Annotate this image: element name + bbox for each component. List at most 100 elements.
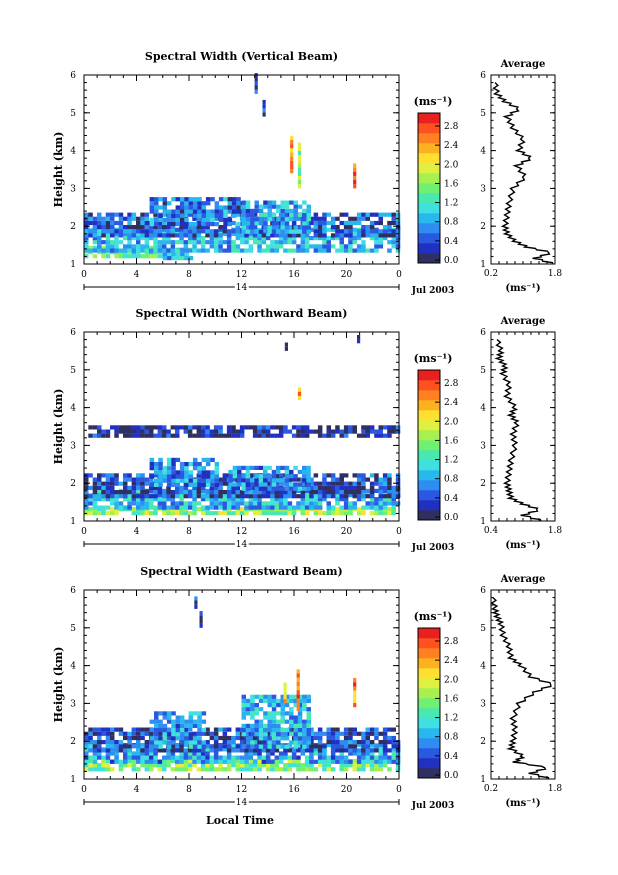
y-tick-label: 3 xyxy=(70,441,76,451)
average-title: Average xyxy=(500,316,546,327)
average-x-tick-label: 1.8 xyxy=(548,269,563,279)
average-panel: Average 1 2 3 4 5 6 0.4 1.8 (ms⁻¹) xyxy=(480,316,562,551)
y-tick-label: 2 xyxy=(70,222,76,232)
x-tick-label: 0 xyxy=(396,785,402,795)
colorbar-swatch xyxy=(418,748,440,759)
y-tick-label: 5 xyxy=(70,624,76,634)
x-tick-label: 16 xyxy=(288,785,300,795)
y-axis-label: Height (km) xyxy=(52,647,65,723)
x-tick-label: 16 xyxy=(288,527,300,537)
colorbar-swatch xyxy=(418,223,440,234)
average-x-tick-label: 1.8 xyxy=(548,526,563,536)
average-y-tick-label: 2 xyxy=(480,222,486,232)
colorbar-tick-label: 0.4 xyxy=(444,237,459,247)
colorbar-tick-label: 0.4 xyxy=(444,494,459,504)
y-tick-label: 4 xyxy=(70,662,76,672)
average-y-tick-label: 4 xyxy=(480,147,486,157)
colorbar-swatch xyxy=(418,370,440,381)
average-y-tick-label: 1 xyxy=(480,260,486,270)
day-label: 14 xyxy=(236,283,248,293)
colorbar-unit-label: (ms⁻¹) xyxy=(414,95,453,108)
x-tick-label: 12 xyxy=(236,270,247,280)
y-tick-label: 3 xyxy=(70,184,76,194)
day-label: 14 xyxy=(236,540,248,550)
average-frame xyxy=(490,74,556,265)
x-tick-label: 0 xyxy=(81,527,87,537)
colorbar-swatch xyxy=(418,648,440,659)
colorbar-tick-label: 1.6 xyxy=(444,694,459,704)
average-title: Average xyxy=(500,574,546,585)
colorbar-tick-label: 2.0 xyxy=(444,160,459,170)
y-tick-label: 6 xyxy=(70,71,76,81)
colorbar-swatch xyxy=(418,123,440,134)
average-x-tick-label: 0.4 xyxy=(484,526,499,536)
average-profile-line xyxy=(492,82,554,265)
colorbar-swatch xyxy=(418,470,440,481)
colorbar-tick-label: 1.6 xyxy=(444,436,459,446)
colorbar-swatch xyxy=(418,450,440,461)
x-tick-label: 20 xyxy=(341,270,353,280)
panel-title: Spectral Width (Vertical Beam) xyxy=(145,50,338,63)
x-tick-label: 0 xyxy=(81,270,87,280)
colorbar-tick-label: 0.8 xyxy=(444,733,459,743)
colorbar-swatch xyxy=(418,420,440,431)
average-x-tick-label: 0.2 xyxy=(484,784,498,794)
colorbar-swatch xyxy=(418,410,440,421)
colorbar-swatch xyxy=(418,193,440,204)
colorbar-tick-label: 2.4 xyxy=(444,398,459,408)
colorbar-tick-label: 0.0 xyxy=(444,513,459,523)
y-tick-label: 5 xyxy=(70,366,76,376)
colorbar-swatch xyxy=(418,738,440,749)
average-y-tick-label: 4 xyxy=(480,404,486,414)
x-tick-label: 20 xyxy=(341,785,353,795)
colorbar-tick-label: 2.8 xyxy=(444,379,459,389)
average-title: Average xyxy=(500,59,546,70)
x-tick-label: 8 xyxy=(186,527,192,537)
colorbar-tick-label: 2.0 xyxy=(444,417,459,427)
colorbar-swatch xyxy=(418,628,440,639)
colorbar-tick-label: 0.4 xyxy=(444,752,459,762)
colorbar-swatch xyxy=(418,758,440,769)
colorbar-swatch xyxy=(418,698,440,709)
y-tick-label: 3 xyxy=(70,699,76,709)
average-y-tick-label: 3 xyxy=(480,441,486,451)
colorbar-swatch xyxy=(418,440,440,451)
colorbar-tick-label: 1.6 xyxy=(444,179,459,189)
colorbar-tick-label: 1.2 xyxy=(444,714,458,724)
colorbar-tick-label: 2.0 xyxy=(444,675,459,685)
x-tick-label: 4 xyxy=(134,270,140,280)
date-label: Jul 2003 xyxy=(411,801,454,811)
average-y-tick-label: 5 xyxy=(480,366,486,376)
colorbar-swatch xyxy=(418,678,440,689)
average-x-tick-label: 1.8 xyxy=(548,784,563,794)
colorbar: 0.0 0.4 0.8 1.2 1.6 2.0 2.4 2.8 (ms⁻¹) xyxy=(414,95,459,266)
colorbar-swatch xyxy=(418,213,440,224)
average-x-label: (ms⁻¹) xyxy=(505,540,540,551)
colorbar-swatch xyxy=(418,688,440,699)
y-axis-label: Height (km) xyxy=(52,389,65,465)
colorbar-tick-label: 2.8 xyxy=(444,122,459,132)
colorbar-tick-label: 2.8 xyxy=(444,637,459,647)
average-y-tick-label: 3 xyxy=(480,184,486,194)
y-tick-label: 4 xyxy=(70,147,76,157)
colorbar-swatch xyxy=(418,430,440,441)
colorbar-swatch xyxy=(418,708,440,719)
colorbar-swatch xyxy=(418,233,440,244)
colorbar-swatch xyxy=(418,728,440,739)
average-y-tick-label: 2 xyxy=(480,737,486,747)
x-tick-label: 16 xyxy=(288,270,300,280)
colorbar-tick-label: 1.2 xyxy=(444,199,458,209)
average-panel: Average 1 2 3 4 5 6 0.2 1.8 (ms⁻¹) xyxy=(480,59,562,294)
colorbar-swatch xyxy=(418,133,440,144)
y-tick-label: 2 xyxy=(70,737,76,747)
average-y-tick-label: 3 xyxy=(480,699,486,709)
colorbar-swatch xyxy=(418,153,440,164)
colorbar-swatch xyxy=(418,253,440,264)
local-time-label: Local Time xyxy=(206,814,274,827)
colorbar: 0.0 0.4 0.8 1.2 1.6 2.0 2.4 2.8 (ms⁻¹) xyxy=(414,352,459,523)
average-y-tick-label: 5 xyxy=(480,109,486,119)
panel-2: Spectral Width (Northward Beam)0 4 8 12 16 20… xyxy=(52,307,562,553)
colorbar-unit-label: (ms⁻¹) xyxy=(414,352,453,365)
y-tick-label: 1 xyxy=(70,517,76,527)
